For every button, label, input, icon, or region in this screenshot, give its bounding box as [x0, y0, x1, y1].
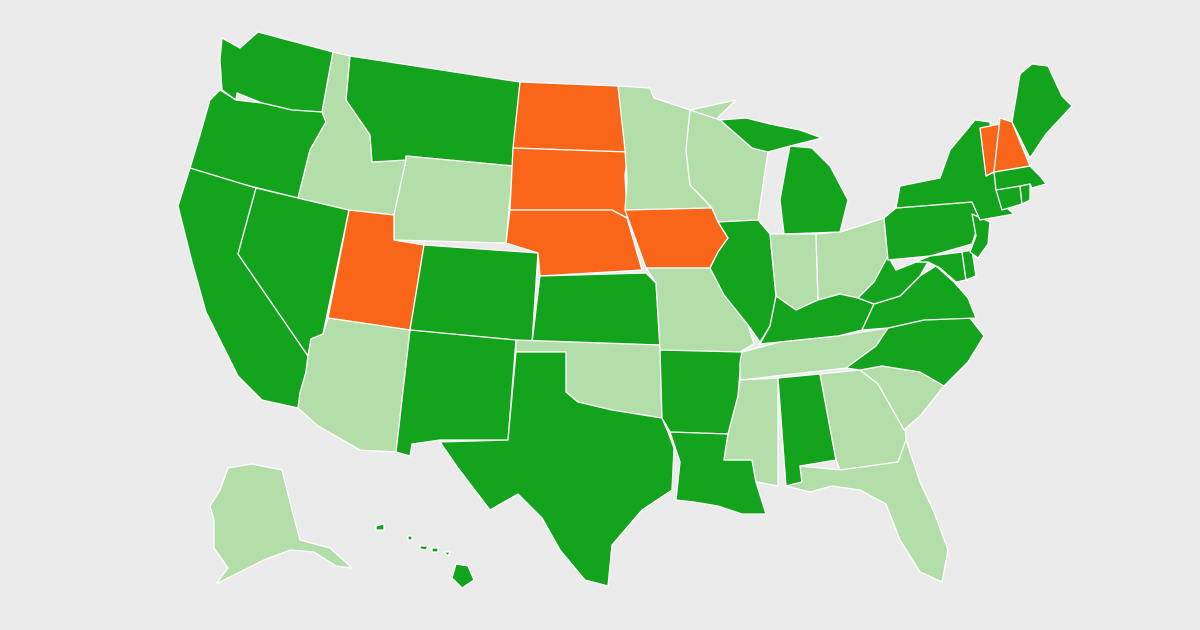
- state-west-virginia[interactable]: [857, 255, 929, 305]
- state-nebraska[interactable]: [505, 209, 643, 277]
- state-texas[interactable]: [439, 351, 675, 587]
- state-delaware[interactable]: [961, 249, 977, 281]
- state-south-dakota[interactable]: [509, 147, 629, 219]
- state-florida[interactable]: [785, 439, 949, 583]
- state-maine[interactable]: [1011, 63, 1073, 159]
- state-new-jersey[interactable]: [969, 213, 991, 259]
- state-north-dakota[interactable]: [512, 81, 629, 153]
- state-colorado[interactable]: [409, 244, 539, 344]
- state-arkansas[interactable]: [659, 349, 743, 435]
- state-illinois[interactable]: [709, 219, 777, 343]
- state-kentucky[interactable]: [759, 293, 875, 345]
- state-new-mexico[interactable]: [395, 329, 517, 457]
- state-new-hampshire[interactable]: [993, 117, 1031, 173]
- state-north-carolina[interactable]: [845, 317, 985, 387]
- state-maryland[interactable]: [895, 251, 967, 283]
- state-massachusetts[interactable]: [993, 165, 1047, 191]
- state-alaska[interactable]: [209, 463, 353, 585]
- state-mississippi[interactable]: [723, 377, 779, 487]
- state-rhode-island[interactable]: [1019, 183, 1031, 205]
- state-hawaii[interactable]: [375, 523, 475, 589]
- state-kansas[interactable]: [531, 272, 661, 346]
- state-wyoming[interactable]: [393, 155, 514, 244]
